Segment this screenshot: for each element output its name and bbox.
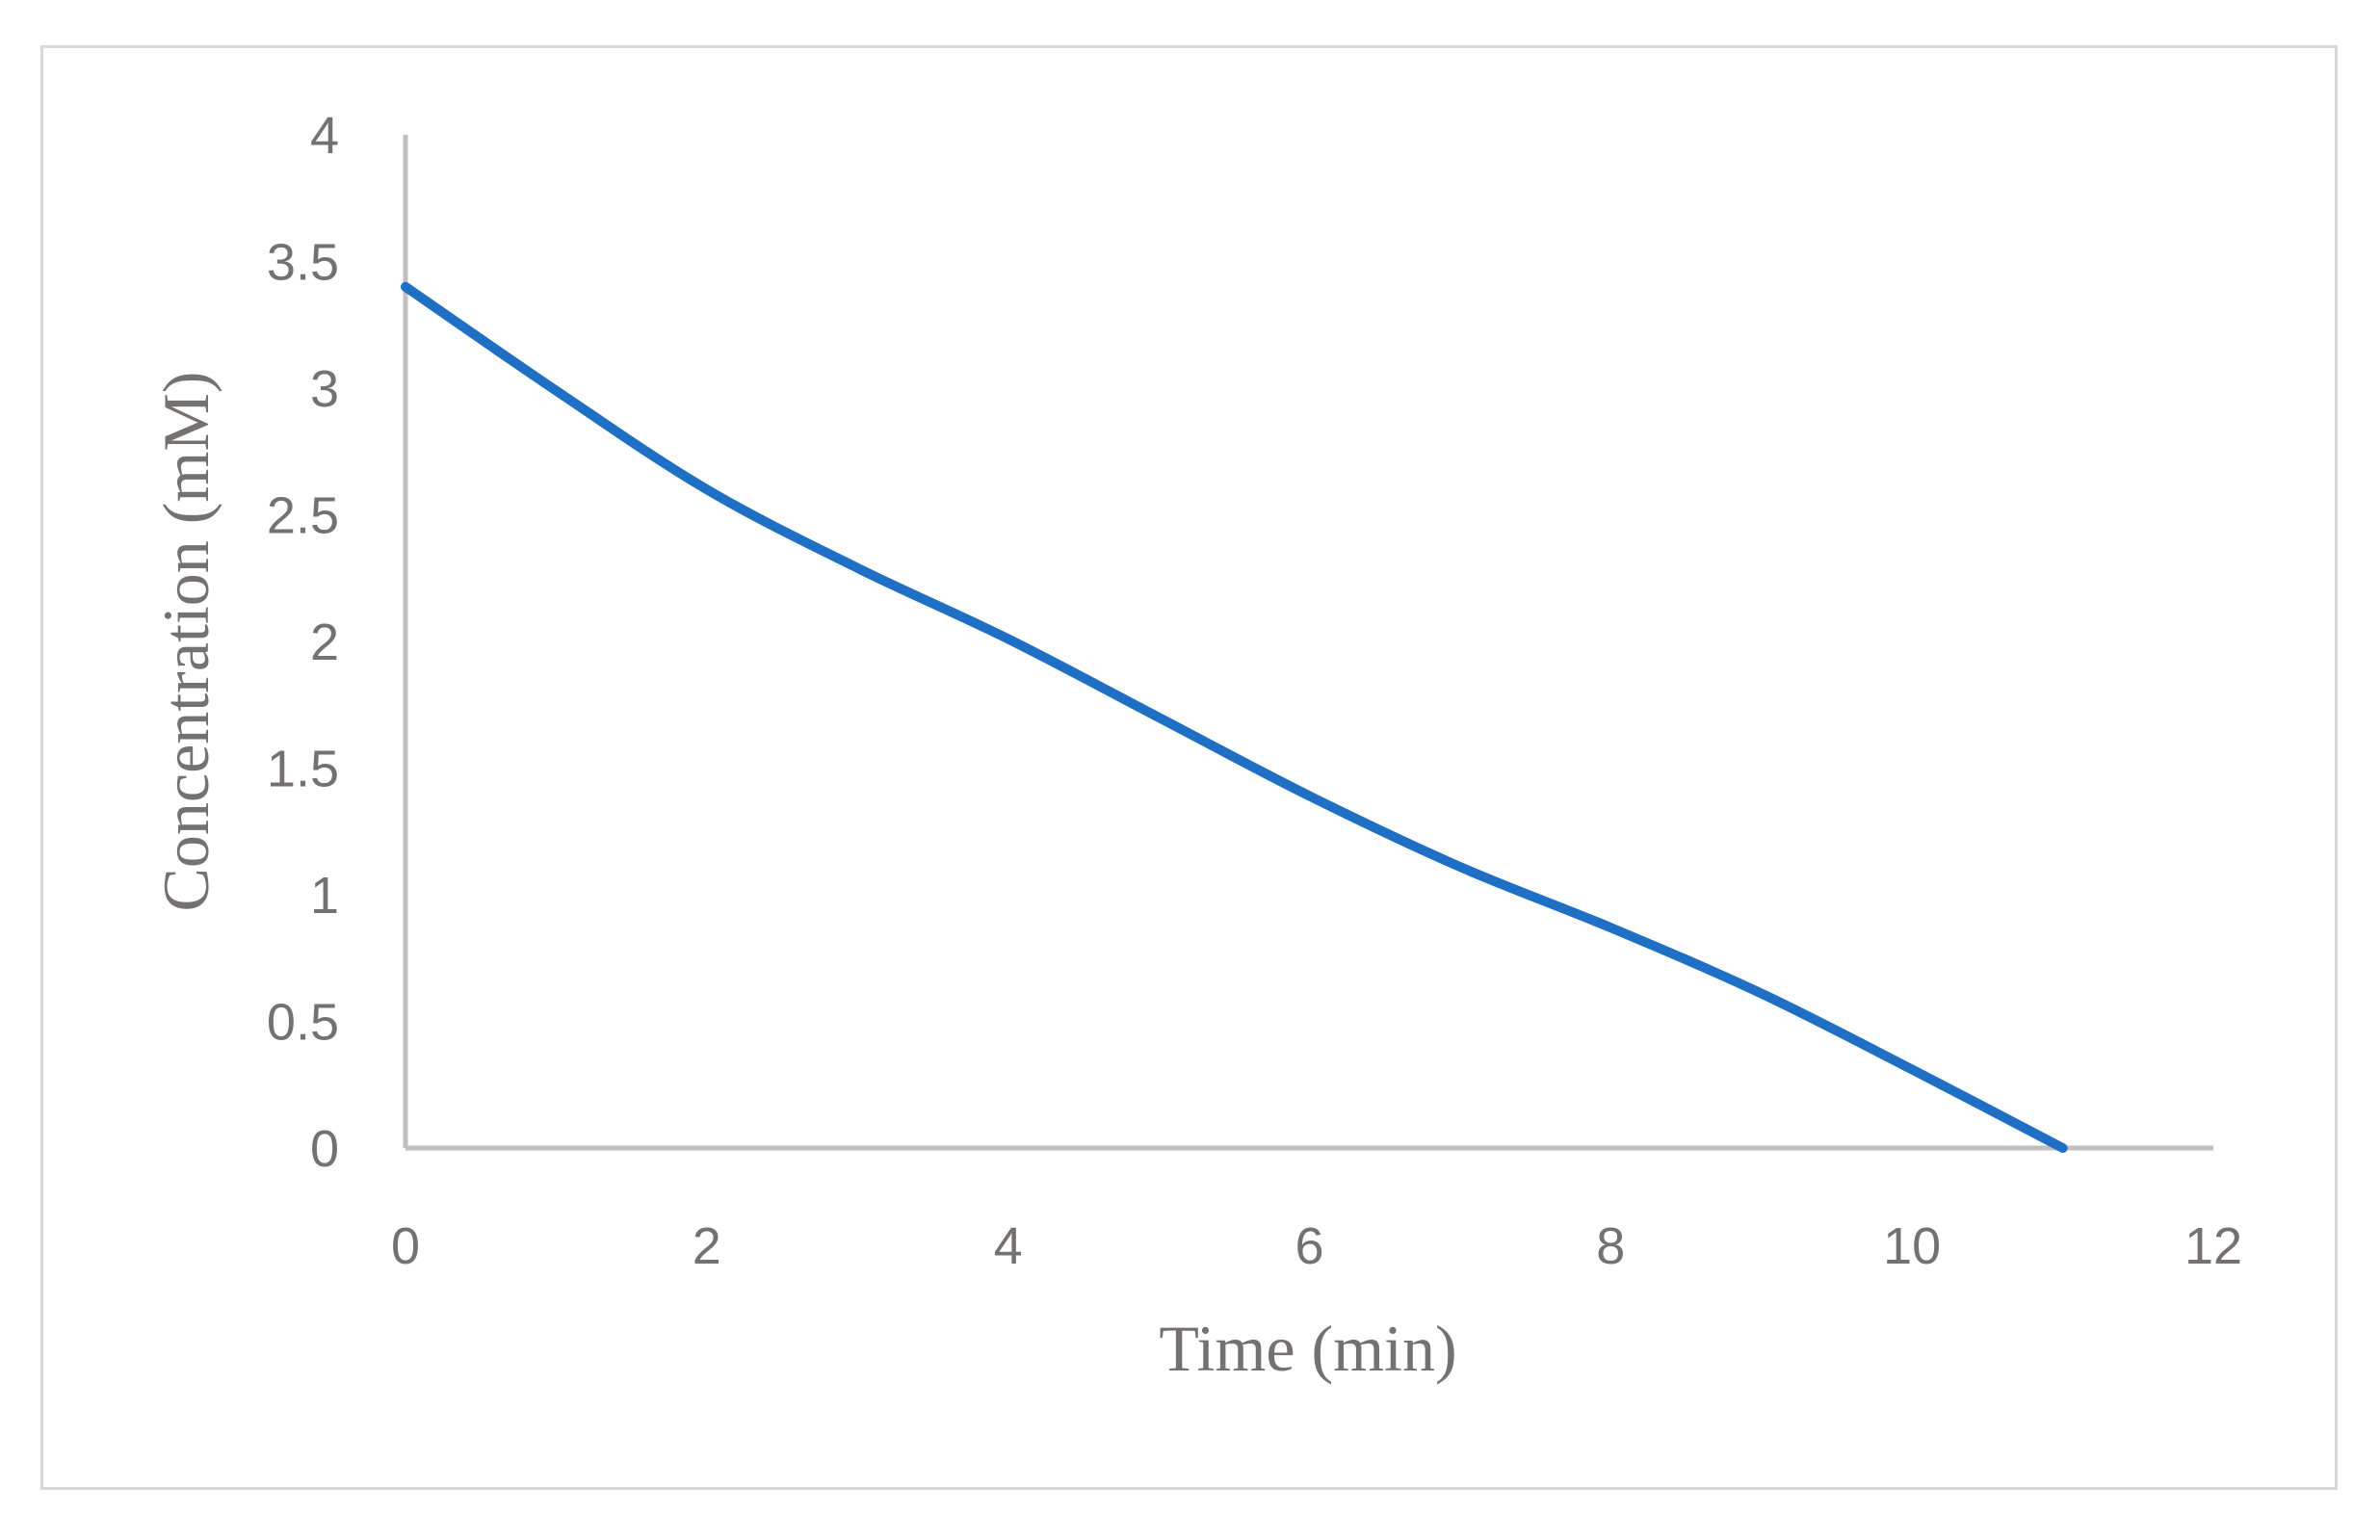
y-tick-label: 1.5 [267, 741, 339, 798]
x-tick-label: 6 [1295, 1217, 1323, 1275]
y-tick-label: 1 [310, 867, 339, 925]
x-tick-label: 10 [1883, 1217, 1941, 1275]
series-line [401, 281, 2068, 1153]
y-tick-label: 0.5 [267, 994, 339, 1052]
y-tick-label: 2 [310, 613, 339, 671]
y-tick-label: 3 [310, 360, 339, 418]
tick-labels: 0 2 4 6 8 10 12 0 0.5 1 1.5 2 2.5 3 3.5 4 [267, 107, 2242, 1275]
x-tick-label: 2 [693, 1217, 721, 1275]
y-tick-label: 4 [310, 107, 339, 165]
x-tick-label: 12 [2184, 1217, 2242, 1275]
x-tick-label: 8 [1596, 1217, 1625, 1275]
x-tick-label: 0 [391, 1217, 420, 1275]
series-layer [401, 281, 2068, 1153]
axes [403, 135, 2213, 1151]
chart-frame: 0 2 4 6 8 10 12 0 0.5 1 1.5 2 2.5 3 3.5 4 Time (min) Co… [40, 45, 2338, 1490]
y-axis-title: Concentration (mM) [149, 372, 222, 912]
y-tick-label: 2.5 [267, 487, 339, 545]
y-tick-label: 0 [310, 1120, 339, 1178]
x-axis-title: Time (min) [1159, 1312, 1456, 1385]
y-tick-label: 3.5 [267, 234, 339, 292]
x-tick-label: 4 [994, 1217, 1023, 1275]
